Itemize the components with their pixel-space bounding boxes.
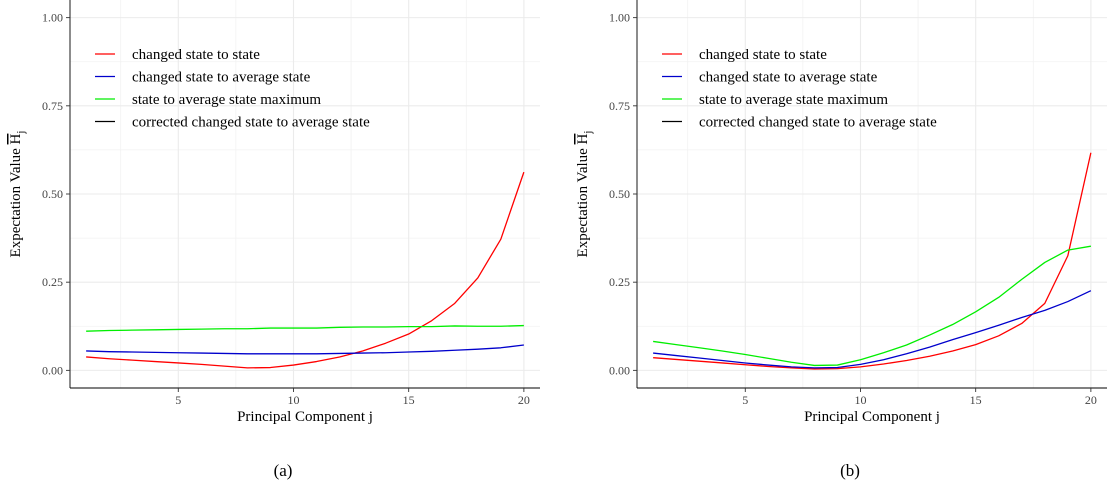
y-tick-label: 1.00	[609, 11, 630, 25]
y-axis-title-symbol: H	[575, 133, 591, 144]
y-axis-title-symbol: H	[8, 133, 24, 144]
x-axis-title: Principal Component j	[804, 409, 940, 425]
y-axis-title: Expectation Value Hj	[575, 131, 594, 258]
x-tick-label: 10	[854, 393, 866, 407]
legend-label: changed state to state	[699, 47, 827, 63]
series-line	[86, 324, 524, 332]
y-tick-label: 0.75	[609, 99, 630, 113]
series-line	[86, 171, 525, 369]
y-tick-label: 0.50	[42, 187, 63, 201]
legend-label: changed state to average state	[699, 70, 878, 86]
legend-label: corrected changed state to average state	[699, 115, 937, 131]
legend-label: state to average state maximum	[132, 92, 321, 108]
y-tick-label: 1.00	[42, 11, 63, 25]
y-tick-label: 0.00	[609, 363, 630, 377]
x-tick-label: 20	[518, 393, 530, 407]
y-axis-title-text: Expectation Value	[575, 144, 591, 257]
chart-panel-1: 5 10 15 20 0.00 0.25 0.50 0.75 1.00 Principal Com…	[8, 0, 540, 480]
legend-label: changed state to state	[132, 47, 260, 63]
series-line	[653, 245, 1091, 367]
legend-label: state to average state maximum	[699, 92, 888, 108]
x-tick-label: 20	[1085, 393, 1097, 407]
series-line	[653, 290, 1092, 369]
chart-panel-2: 5 10 15 20 0.00 0.25 0.50 0.75 1.00 Principal Com…	[575, 0, 1107, 480]
y-axis-title-text: Expectation Value	[8, 144, 24, 257]
y-tick-label: 0.00	[42, 363, 63, 377]
y-tick-label: 0.50	[609, 187, 630, 201]
panel-caption: (a)	[274, 461, 293, 480]
y-tick-label: 0.75	[42, 99, 63, 113]
legend: changed state to state changed state to a…	[662, 47, 937, 131]
x-axis-title: Principal Component j	[237, 409, 373, 425]
y-tick-label: 0.25	[609, 275, 630, 289]
x-tick-label: 10	[287, 393, 299, 407]
series-lines	[653, 152, 1092, 370]
y-axis-title-subscript: j	[582, 131, 594, 135]
series-line	[653, 152, 1092, 370]
panel-caption: (b)	[840, 461, 860, 480]
y-axis-title-subscript: j	[15, 131, 27, 135]
y-axis-title: Expectation Value Hj	[8, 131, 27, 258]
legend-label: changed state to average state	[132, 70, 311, 86]
x-tick-label: 15	[970, 393, 982, 407]
x-tick-label: 15	[403, 393, 415, 407]
grid	[637, 0, 1107, 388]
y-tick-label: 0.25	[42, 275, 63, 289]
x-tick-label: 5	[742, 393, 748, 407]
series-line	[86, 344, 524, 355]
series-lines	[86, 171, 525, 369]
grid	[70, 0, 540, 388]
legend-label: corrected changed state to average state	[132, 115, 370, 131]
legend: changed state to state changed state to a…	[95, 47, 370, 131]
x-tick-label: 5	[175, 393, 181, 407]
